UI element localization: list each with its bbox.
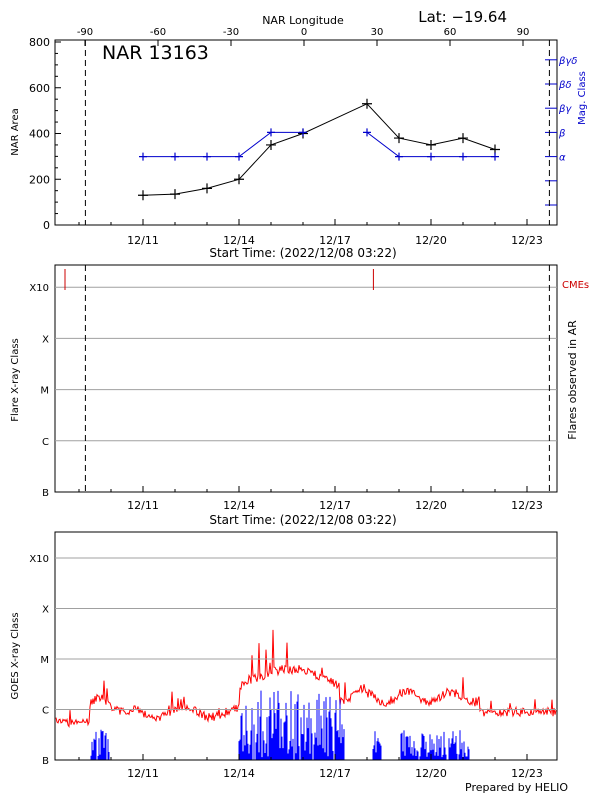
lon-tick-label: -30 <box>223 27 239 38</box>
class-label: C <box>42 706 49 717</box>
panel2-xlabel: Start Time: (2022/12/08 03:22) <box>209 513 396 527</box>
class-label: X10 <box>29 554 49 565</box>
lon-tick-label: 0 <box>301 27 307 38</box>
class-label: M <box>40 386 49 397</box>
top-axis-label: NAR Longitude <box>262 14 344 27</box>
lon-tick-label: 60 <box>444 27 457 38</box>
mag-tick-label: βγδ <box>558 56 577 67</box>
y-tick-label: 600 <box>29 82 50 95</box>
y-tick-label: 200 <box>29 173 50 186</box>
x-tick-label: 12/17 <box>319 767 351 780</box>
panel-goes: GOES X-ray Class Prepared by HELIO B C M X X… <box>10 531 568 794</box>
panel2-frame <box>54 264 558 493</box>
x-tick-label: 12/17 <box>319 499 351 512</box>
panel1-xlabel: Start Time: (2022/12/08 03:22) <box>209 246 396 260</box>
x-tick-label: 12/14 <box>223 499 255 512</box>
panel2-right-ylabel: Flares observed in AR <box>566 320 579 440</box>
lon-tick-label: -60 <box>150 27 166 38</box>
nar-area-point <box>170 189 180 200</box>
panel3-frame <box>54 531 558 761</box>
cme-legend: CMEs <box>562 280 589 291</box>
x-tick-label: 12/11 <box>127 499 159 512</box>
nar-area-line <box>142 103 496 196</box>
nar-area-point <box>202 183 212 194</box>
x-tick-label: 12/23 <box>511 234 543 247</box>
mag-class-point <box>459 152 467 161</box>
mag-class-point <box>267 128 275 137</box>
nar-area-point <box>266 139 276 150</box>
mag-class-point <box>139 152 147 161</box>
lat-label: Lat: −19.64 <box>418 8 507 26</box>
x-tick-label: 12/20 <box>415 234 447 247</box>
class-label: B <box>42 488 49 499</box>
lon-tick-label: -90 <box>77 27 93 38</box>
mag-tick-label: βγ <box>558 104 572 115</box>
x-tick-label: 12/20 <box>415 499 447 512</box>
nar-area-point <box>234 174 244 185</box>
class-label: X <box>42 605 49 616</box>
panel-flares: Start Time: (2022/12/08 03:22) Flare X-r… <box>10 264 589 527</box>
mag-class-line <box>143 131 303 158</box>
y-tick-label: 0 <box>43 219 50 232</box>
region-label: NAR 13163 <box>102 42 209 64</box>
lon-tick-label: 90 <box>517 27 530 38</box>
class-label: M <box>40 655 49 666</box>
mag-tick-label: βδ <box>558 80 572 91</box>
panel2-ylabel: Flare X-ray Class <box>10 338 21 422</box>
class-label: X <box>42 334 49 345</box>
credit-label: Prepared by HELIO <box>465 781 568 794</box>
nar-area-point <box>138 190 148 201</box>
mag-class-point <box>235 152 243 161</box>
y-tick-label: 800 <box>29 36 50 49</box>
lon-tick-label: 30 <box>371 27 384 38</box>
panel-nar-area: Lat: −19.64 NAR Longitude NAR 13163 Star… <box>10 8 588 260</box>
mag-class-point <box>299 128 307 137</box>
mag-tick-label: β <box>558 128 566 139</box>
class-label: X10 <box>29 283 49 294</box>
panel1-ylabel: NAR Area <box>10 108 21 155</box>
x-tick-label: 12/17 <box>319 234 351 247</box>
mag-class-point <box>171 152 179 161</box>
mag-class-point <box>363 128 371 137</box>
class-label: B <box>42 756 49 767</box>
x-tick-label: 12/11 <box>127 234 159 247</box>
mag-class-point <box>427 152 435 161</box>
x-tick-label: 12/23 <box>511 767 543 780</box>
nar-area-point <box>362 98 372 109</box>
mag-tick-label: α <box>559 153 566 164</box>
x-tick-label: 12/11 <box>127 767 159 780</box>
x-tick-label: 12/20 <box>415 767 447 780</box>
panel3-ylabel: GOES X-ray Class <box>10 612 21 699</box>
nar-area-point <box>394 133 404 144</box>
panel1-right-ylabel: Mag. Class <box>577 71 588 125</box>
x-tick-label: 12/14 <box>223 234 255 247</box>
x-tick-label: 12/23 <box>511 499 543 512</box>
goes-long-channel <box>55 629 557 729</box>
y-tick-label: 400 <box>29 128 50 141</box>
class-label: C <box>42 437 49 448</box>
nar-area-point <box>458 133 468 144</box>
x-tick-label: 12/14 <box>223 767 255 780</box>
mag-class-point <box>395 152 403 161</box>
nar-area-point <box>426 139 436 150</box>
mag-class-point <box>203 152 211 161</box>
mag-class-point <box>491 152 499 161</box>
